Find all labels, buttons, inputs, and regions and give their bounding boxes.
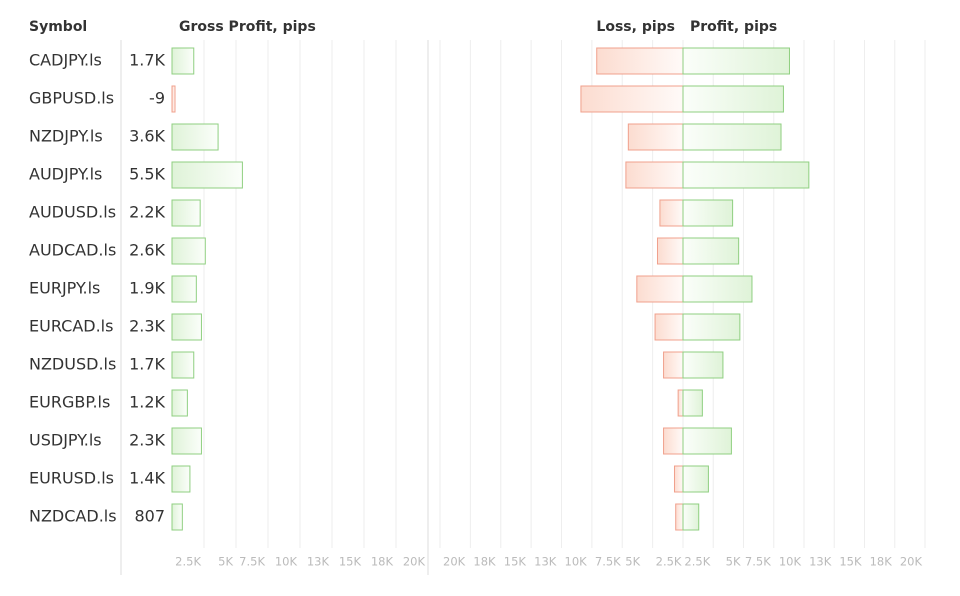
- loss-bar: [636, 275, 684, 303]
- value-label: 5.5K: [129, 165, 165, 184]
- value-label: 2.6K: [129, 241, 165, 260]
- profit-bar: [682, 123, 782, 151]
- x-tick-label: 10K: [275, 555, 298, 569]
- gross-bar: [171, 85, 176, 113]
- loss-bar: [673, 465, 684, 493]
- x-tick-label: 13K: [307, 555, 330, 569]
- profit-bar: [682, 47, 790, 75]
- value-label: -9: [149, 89, 165, 108]
- profit-bar: [682, 389, 703, 417]
- profit-bar: [682, 503, 700, 531]
- value-label: 1.7K: [129, 355, 165, 374]
- value-label: 2.3K: [129, 317, 165, 336]
- symbol-label: AUDJPY.ls: [29, 165, 102, 184]
- loss-bar: [663, 351, 684, 379]
- profit-bar: [682, 351, 724, 379]
- x-tick-label: 5K: [218, 555, 233, 569]
- loss-bar: [677, 389, 684, 417]
- gross-bar: [171, 161, 243, 189]
- symbol-label: EURCAD.ls: [29, 317, 113, 336]
- x-tick-label: 7.5K: [595, 555, 621, 569]
- profit-bar: [682, 237, 740, 265]
- value-label: 807: [134, 507, 165, 526]
- profit-bar: [682, 161, 810, 189]
- gross-bar: [171, 313, 202, 341]
- symbol-header: Symbol: [29, 19, 87, 35]
- value-label: 1.4K: [129, 469, 165, 488]
- x-tick-label: 20K: [443, 555, 466, 569]
- symbol-label: USDJPY.ls: [29, 431, 102, 450]
- loss-bar: [675, 503, 684, 531]
- loss-bar: [596, 47, 684, 75]
- gross-header: Gross Profit, pips: [179, 19, 316, 35]
- loss-bar: [627, 123, 684, 151]
- symbol-label: GBPUSD.ls: [29, 89, 114, 108]
- gross-bar: [171, 351, 195, 379]
- x-tick-label: 18K: [870, 555, 893, 569]
- x-tick-label: 7.5K: [745, 555, 771, 569]
- x-tick-label: 2.5K: [175, 555, 201, 569]
- x-tick-label: 15K: [504, 555, 527, 569]
- gross-bar: [171, 503, 183, 531]
- gross-bar: [171, 465, 191, 493]
- gross-bar: [171, 199, 201, 227]
- x-tick-label: 2.5K: [656, 555, 682, 569]
- gross-bar: [171, 275, 197, 303]
- gross-bar: [171, 427, 202, 455]
- x-tick-label: 20K: [900, 555, 923, 569]
- value-label: 1.7K: [129, 51, 165, 70]
- value-label: 2.3K: [129, 431, 165, 450]
- gross-bar: [171, 237, 206, 265]
- profit-bar: [682, 313, 741, 341]
- x-tick-label: 18K: [473, 555, 496, 569]
- x-tick-label: 13K: [534, 555, 557, 569]
- loss-header: Loss, pips: [596, 19, 675, 35]
- value-label: 1.2K: [129, 393, 165, 412]
- profit-header: Profit, pips: [690, 19, 777, 35]
- loss-bar: [625, 161, 684, 189]
- loss-bar: [580, 85, 684, 113]
- symbol-label: NZDUSD.ls: [29, 355, 116, 374]
- value-label: 3.6K: [129, 127, 165, 146]
- x-tick-label: 10K: [565, 555, 588, 569]
- gross-bar: [171, 123, 219, 151]
- x-tick-label: 5K: [625, 555, 640, 569]
- symbol-label: NZDJPY.ls: [29, 127, 103, 146]
- profit-bar: [682, 275, 753, 303]
- x-tick-label: 15K: [339, 555, 362, 569]
- symbol-label: NZDCAD.ls: [29, 507, 117, 526]
- gross-bar: [171, 389, 188, 417]
- value-label: 2.2K: [129, 203, 165, 222]
- x-tick-label: 7.5K: [239, 555, 265, 569]
- x-tick-label: 2.5K: [684, 555, 710, 569]
- symbol-label: EURJPY.ls: [29, 279, 100, 298]
- loss-bar: [656, 237, 684, 265]
- loss-bar: [663, 427, 684, 455]
- x-tick-label: 10K: [779, 555, 802, 569]
- x-tick-label: 18K: [371, 555, 394, 569]
- symbol-label: EURUSD.ls: [29, 469, 114, 488]
- x-tick-label: 13K: [809, 555, 832, 569]
- symbol-label: CADJPY.ls: [29, 51, 102, 70]
- gross-bar: [171, 47, 195, 75]
- loss-bar: [654, 313, 684, 341]
- symbol-label: EURGBP.ls: [29, 393, 110, 412]
- x-tick-label: 15K: [839, 555, 862, 569]
- x-tick-label: 5K: [726, 555, 741, 569]
- profit-bar: [682, 465, 709, 493]
- profit-bar: [682, 199, 734, 227]
- symbol-label: AUDCAD.ls: [29, 241, 116, 260]
- x-tick-label: 20K: [403, 555, 426, 569]
- symbol-label: AUDUSD.ls: [29, 203, 116, 222]
- profit-bar: [682, 85, 784, 113]
- value-label: 1.9K: [129, 279, 165, 298]
- loss-bar: [659, 199, 684, 227]
- profit-bar: [682, 427, 732, 455]
